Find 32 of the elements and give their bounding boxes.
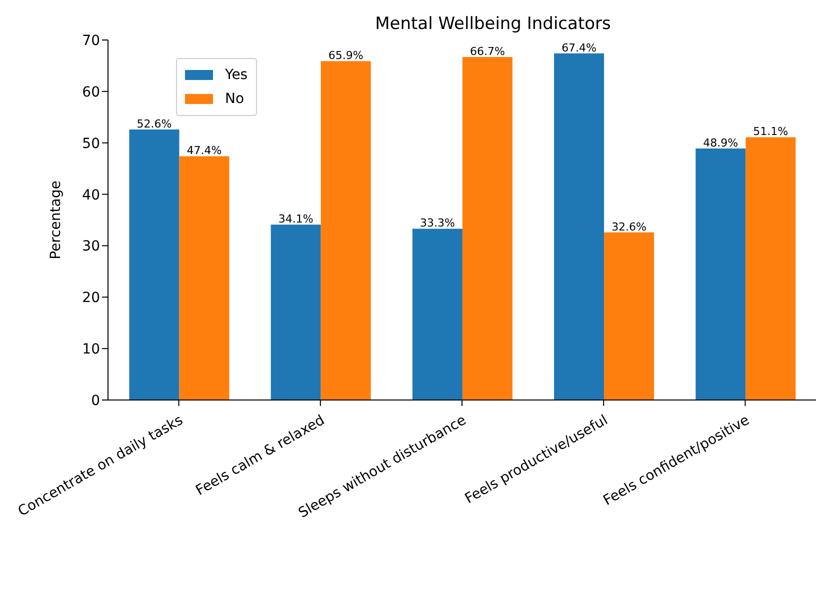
data-label: 33.3% (420, 216, 455, 230)
bar (696, 148, 746, 400)
bar (462, 56, 512, 400)
legend-label: Yes (225, 67, 248, 83)
legend-label: No (225, 91, 244, 107)
y-tick-label: 10 (82, 342, 100, 358)
bar (320, 61, 371, 400)
data-label: 47.4% (186, 144, 222, 158)
data-label: 65.9% (328, 49, 364, 62)
data-label: 51.1% (753, 125, 788, 138)
y-tick-label: 0 (91, 392, 100, 409)
bar (270, 224, 321, 400)
data-label: 34.1% (278, 212, 314, 226)
bar (746, 137, 796, 400)
data-label: 67.4% (562, 41, 597, 54)
y-tick-label: 70 (82, 32, 100, 49)
chart-title: Mental Wellbeing Indicators (374, 14, 612, 34)
y-tick-label: 40 (82, 187, 100, 204)
y-tick-label: 20 (82, 290, 100, 306)
y-axis-title: Percentage (48, 180, 64, 260)
bar (179, 156, 230, 400)
bar (554, 53, 604, 400)
bar (412, 228, 462, 400)
bar (129, 129, 180, 400)
y-tick-label: 30 (82, 238, 100, 255)
data-label: 48.9% (703, 136, 738, 150)
y-tick-label: 50 (82, 136, 100, 152)
data-label: 52.6% (136, 117, 172, 130)
bar (604, 232, 654, 400)
data-label: 32.6% (612, 220, 647, 234)
y-tick-label: 60 (82, 84, 100, 100)
data-label: 66.7% (470, 44, 505, 58)
